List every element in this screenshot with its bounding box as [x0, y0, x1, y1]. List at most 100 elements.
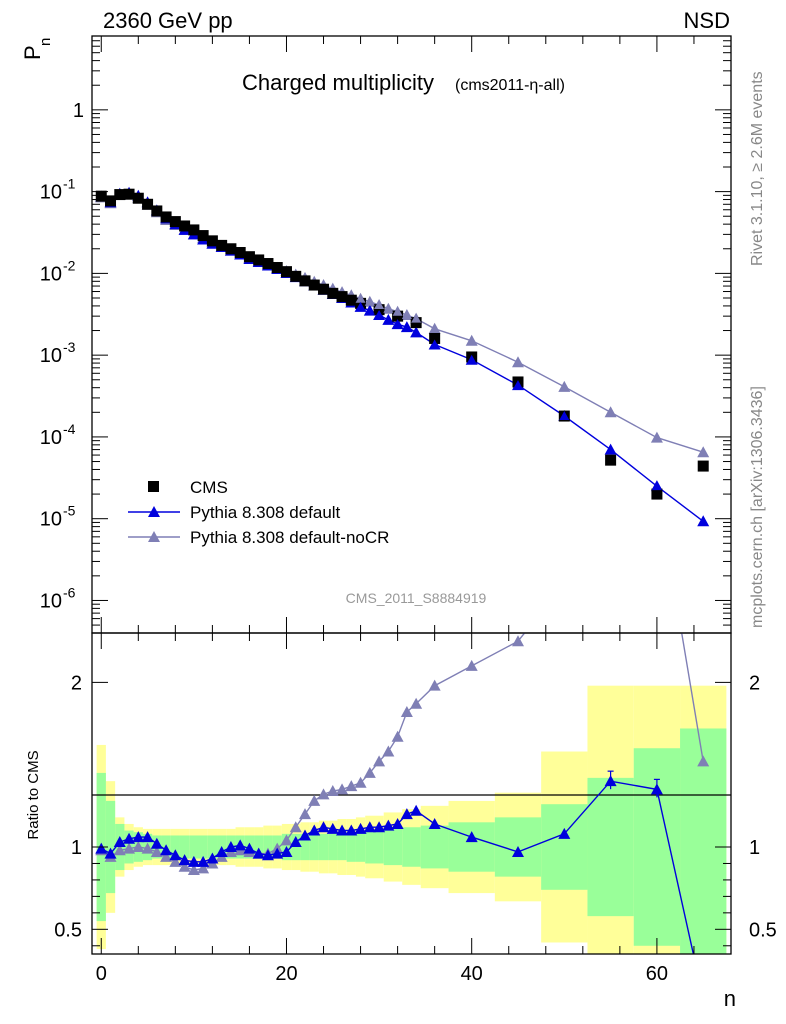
ratio-point-0 — [373, 821, 386, 833]
energy-label: 2360 GeV pp — [103, 8, 233, 33]
x-axis-label: n — [724, 986, 736, 1011]
ratio-tick-label: 0.5 — [54, 919, 82, 941]
data-point — [95, 190, 107, 202]
data-point — [188, 224, 200, 236]
ratio-point-1 — [160, 850, 173, 862]
inner-band — [328, 833, 338, 861]
ratio-point-0 — [336, 824, 349, 836]
data-point — [299, 275, 311, 287]
rivet-label: Rivet 3.1.10, ≥ 2.6M events — [749, 71, 766, 266]
series-point-top-1 — [392, 306, 403, 316]
data-point — [160, 211, 172, 223]
ratio-point-0 — [132, 831, 145, 843]
data-point — [105, 195, 117, 207]
ratio-tick-label-right: 0.5 — [749, 919, 777, 941]
ratio-point-1 — [113, 844, 126, 856]
ratio-point-1 — [299, 808, 311, 820]
inner-band — [383, 828, 403, 866]
data-point — [373, 304, 385, 316]
ratio-point-0 — [187, 855, 200, 867]
ratio-point-0 — [215, 845, 228, 857]
ratio-point-0 — [169, 849, 182, 861]
legend-marker-triangle — [148, 531, 160, 542]
ratio-point-0 — [95, 842, 108, 854]
ratio-point-1 — [336, 783, 349, 795]
data-point — [345, 294, 357, 306]
series-point-top-1 — [698, 447, 709, 457]
data-point — [697, 460, 709, 472]
data-point — [308, 279, 320, 291]
series-point-top-0 — [411, 327, 422, 337]
ratio-point-0 — [234, 839, 247, 851]
ratio-panel: 0.5 0.5 1 1 2 2 Ratio to CMS — [25, 632, 777, 1003]
ratio-point-1 — [169, 855, 182, 867]
inner-band — [263, 835, 273, 859]
ratio-point-0 — [206, 852, 219, 864]
main-frame — [91, 35, 732, 634]
data-point — [271, 262, 283, 274]
ratio-point-1 — [326, 785, 339, 797]
y-tick-exponent: -1 — [63, 176, 76, 192]
data-point — [132, 192, 144, 204]
series-point-top-0 — [466, 354, 477, 364]
x-tick-label: 20 — [275, 963, 297, 985]
data-point — [142, 198, 154, 210]
y-tick-label: 10 — [40, 590, 62, 612]
series-point-top-1 — [401, 309, 412, 319]
data-point — [123, 188, 135, 200]
ratio-point-1 — [178, 860, 191, 872]
inner-band — [420, 825, 449, 869]
y-axis-label-main: P — [20, 45, 45, 60]
inner-band — [337, 833, 347, 861]
data-point — [392, 310, 404, 322]
ratio-tick-label: 1 — [71, 837, 82, 859]
ratio-point-1 — [465, 659, 478, 671]
y-tick-exponent: -2 — [63, 257, 76, 273]
inner-band — [198, 835, 208, 859]
ratio-point-0 — [150, 837, 163, 849]
series-point-top-1 — [355, 293, 366, 303]
inner-band — [402, 827, 421, 867]
ratio-point-0 — [512, 845, 524, 857]
ratio-point-0 — [697, 992, 709, 1003]
data-point — [429, 332, 441, 344]
y-tick-base: 10 — [40, 345, 62, 367]
uncertainty-bands — [96, 685, 727, 954]
ratio-point-0 — [271, 847, 284, 859]
ratio-point-1 — [363, 766, 376, 778]
ratio-point-1 — [150, 845, 163, 857]
ratio-point-1 — [382, 745, 395, 757]
ratio-point-0 — [558, 827, 571, 839]
main-ticks: 10 -610 -510 -410 -310 -210 -11 — [40, 35, 731, 634]
inner-band — [189, 835, 199, 859]
y-tick-exponent: -3 — [63, 339, 76, 355]
inner-band — [300, 833, 310, 861]
inner-band — [309, 833, 319, 861]
inner-band — [254, 835, 264, 859]
data-point — [605, 454, 617, 466]
series-point-top-1 — [651, 432, 662, 442]
ratio-point-1 — [428, 679, 441, 691]
inner-band — [541, 804, 588, 890]
y-tick-base: 10 — [40, 427, 62, 449]
ratio-tick-label-right: 1 — [749, 837, 760, 859]
y-tick-base: 10 — [40, 182, 62, 204]
ratio-point-1 — [373, 755, 386, 767]
inner-band — [365, 830, 384, 864]
series-point-top-1 — [411, 313, 422, 323]
y-tick-base: 10 — [40, 263, 62, 285]
chart-title: Charged multiplicity — [242, 70, 434, 95]
ratio-point-0 — [317, 821, 330, 833]
series-point-top-1 — [364, 296, 375, 306]
data-point — [651, 488, 663, 500]
y-tick-label: 10 — [40, 182, 62, 204]
legend-label: Pythia 8.308 default-noCR — [190, 528, 389, 547]
ratio-y-label: Ratio to CMS — [25, 750, 42, 839]
ratio-point-0 — [113, 836, 126, 848]
series-point-top-0 — [698, 516, 709, 526]
ratio-point-0 — [308, 824, 321, 836]
ratio-ticks: 0.5 0.5 1 1 2 2 — [54, 672, 777, 947]
series-point-top-0 — [374, 309, 385, 319]
y-tick-label: 10 — [40, 509, 62, 531]
process-label: NSD — [684, 8, 730, 33]
